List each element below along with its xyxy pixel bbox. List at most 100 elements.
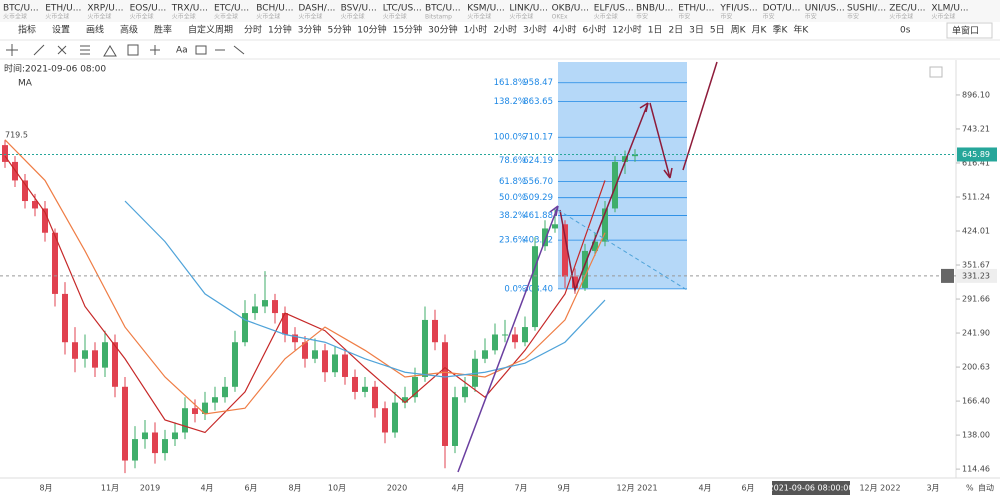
x-tick-label: 7月	[514, 484, 527, 493]
candles	[2, 139, 638, 474]
period-button[interactable]: 分时	[244, 24, 262, 36]
candle-body	[72, 342, 78, 359]
ticker-symbol[interactable]: XLM/U...	[931, 4, 968, 14]
period-button[interactable]: 月K	[752, 25, 768, 36]
period-button[interactable]: 1日	[648, 25, 663, 36]
fib-ratio: 50.0%	[499, 193, 526, 203]
measure-tool[interactable]	[150, 45, 160, 55]
candle-body	[282, 313, 288, 335]
period-button[interactable]: 10分钟	[357, 24, 386, 36]
fib-value: 710.17	[523, 133, 553, 143]
ticker-symbol[interactable]: UNI/US...	[805, 4, 845, 14]
tool-button[interactable]: 胜率	[154, 24, 172, 36]
ticker-exchange: 火币全球	[45, 13, 69, 21]
period-button[interactable]: 4小时	[553, 24, 577, 36]
y-tick-label: 896.10	[962, 90, 990, 99]
x-tick-label: 6月	[741, 484, 754, 493]
ticker-exchange: 币安	[678, 13, 690, 21]
rect-tool[interactable]	[127, 44, 139, 56]
candle-body	[452, 397, 458, 446]
fib-value: 461.88	[523, 211, 553, 221]
candle-body	[532, 246, 538, 328]
tool-button[interactable]: 高级	[120, 24, 138, 36]
ticker-symbol[interactable]: ETC/U...	[214, 4, 249, 14]
ticker-symbol[interactable]: BCH/U...	[256, 4, 293, 14]
period-button[interactable]: 5分钟	[327, 24, 351, 36]
add-button[interactable]	[941, 268, 954, 283]
ticker-symbol[interactable]: DOT/U...	[763, 4, 801, 14]
ticker-exchange: 火币全球	[467, 13, 491, 21]
period-button[interactable]: 6小时	[583, 24, 607, 36]
ticker-symbol[interactable]: XRP/U...	[87, 4, 123, 14]
candle-body	[42, 208, 48, 233]
y-tick-label: 166.40	[962, 397, 990, 406]
period-button[interactable]: 季K	[772, 24, 788, 36]
ticker-symbol[interactable]: SUSHI/...	[847, 4, 886, 14]
line-tool[interactable]	[33, 44, 45, 56]
period-button[interactable]: 3小时	[523, 24, 547, 36]
tool-button[interactable]: 画线	[86, 24, 104, 36]
candle-body	[542, 228, 548, 247]
candle-body	[562, 224, 568, 277]
period-button[interactable]: 1分钟	[268, 24, 292, 36]
ticker-symbol[interactable]: BSV/U...	[341, 4, 377, 14]
note-tool[interactable]	[195, 45, 207, 55]
candle-body	[22, 180, 28, 202]
period-button[interactable]: 1小时	[464, 24, 488, 36]
x-tick-label: 6月	[244, 484, 257, 493]
fib-value: 863.65	[523, 97, 553, 107]
ticker-symbol[interactable]: ETH/U...	[678, 4, 714, 14]
x-tick-label: 4月	[698, 484, 711, 493]
tool-button[interactable]: 指标	[18, 24, 36, 36]
crosshair-tool[interactable]	[6, 44, 18, 56]
ticker-symbol[interactable]: BTC/U...	[3, 4, 39, 14]
ticker-symbol[interactable]: EOS/U...	[130, 4, 167, 14]
y-tick-label: 743.21	[962, 124, 990, 133]
candle-body	[612, 161, 618, 209]
candle-body	[412, 376, 418, 398]
user-drawings	[457, 61, 718, 473]
period-button[interactable]: 2小时	[493, 24, 517, 36]
period-button[interactable]: 3日	[689, 25, 704, 36]
shape-tool[interactable]	[103, 45, 117, 57]
erase-tool[interactable]	[233, 45, 245, 55]
period-button[interactable]: 周K	[731, 25, 747, 36]
x-tick-label: 4月	[200, 484, 213, 493]
candle-body	[92, 350, 98, 368]
candle-body	[112, 342, 118, 387]
ticker-symbol[interactable]: LTC/US...	[383, 4, 422, 14]
candle-body	[622, 156, 628, 162]
multi-tool[interactable]	[57, 45, 67, 55]
expand-button[interactable]	[929, 66, 943, 78]
ticker-symbol[interactable]: YFI/US...	[719, 4, 757, 14]
custom-period[interactable]: 自定义周期	[188, 24, 233, 36]
window-select[interactable]	[946, 22, 993, 39]
ticker-symbol[interactable]: ELF/US...	[594, 4, 634, 14]
scale-mode[interactable]: 自动	[978, 483, 994, 493]
ticker-symbol[interactable]: DASH/...	[298, 4, 335, 14]
period-button[interactable]: 5日	[710, 25, 725, 36]
period-button[interactable]: 3分钟	[298, 24, 322, 36]
ticker-exchange: 火币全球	[341, 13, 365, 21]
fib-tool[interactable]	[80, 45, 90, 55]
ticker-symbol[interactable]: BTC/U...	[425, 4, 461, 14]
ticker-symbol[interactable]: OKB/U...	[552, 4, 589, 14]
ticker-symbol[interactable]: ETH/U...	[45, 4, 81, 14]
period-button[interactable]: 30分钟	[428, 24, 457, 36]
ticker-exchange: 币安	[636, 13, 648, 21]
scale-mode[interactable]: %	[966, 484, 974, 493]
ticker-symbol[interactable]: LINK/U...	[509, 4, 548, 14]
period-button[interactable]: 12小时	[612, 24, 641, 36]
tool-button[interactable]: 设置	[52, 25, 70, 36]
period-button[interactable]: 2日	[668, 25, 683, 36]
ticker-symbol[interactable]: TRX/U...	[171, 4, 208, 14]
ticker-symbol[interactable]: KSM/U...	[467, 4, 505, 14]
ticker-symbol[interactable]: ZEC/U...	[889, 4, 925, 14]
ticker-symbol[interactable]: BNB/U...	[636, 4, 673, 14]
candle-body	[382, 408, 388, 433]
candle-body	[572, 276, 578, 288]
candle-body	[312, 350, 318, 359]
period-button[interactable]: 年K	[793, 24, 809, 36]
period-button[interactable]: 15分钟	[393, 24, 422, 36]
font-tool[interactable]: Aa	[176, 46, 188, 56]
